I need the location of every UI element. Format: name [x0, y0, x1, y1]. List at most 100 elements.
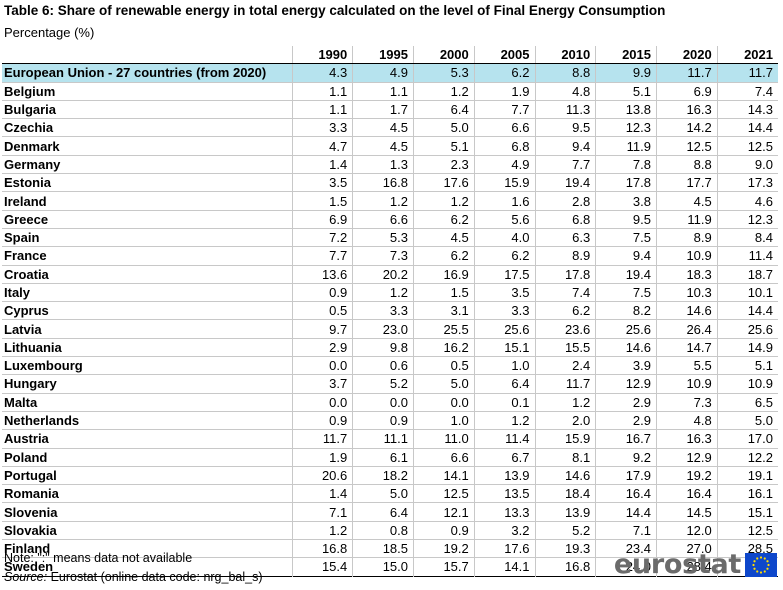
- table-cell: 12.9: [595, 374, 657, 394]
- row-label: Malta: [4, 394, 38, 410]
- table-row: Czechia 3.3 4.5 5.0 6.6 9.5 12.3 14.2 14.4: [2, 118, 778, 137]
- table-cell: 14.4: [595, 502, 657, 522]
- table-cell: 1.9: [473, 82, 535, 101]
- table-cell: 5.0: [413, 374, 475, 394]
- table-cell: 7.1: [595, 521, 657, 540]
- row-label: Italy: [4, 285, 31, 300]
- table-row: Luxembourg 0.0 0.6 0.5 1.0 2.4 3.9 5.5 5.1: [2, 356, 778, 375]
- table-row: Slovenia 7.1 6.4 12.1 13.3 13.9 14.4 14.5 15.1: [2, 502, 778, 522]
- table-cell: 9.7: [291, 319, 353, 339]
- table-cell: 9.5: [534, 118, 596, 137]
- row-label: Greece: [4, 211, 49, 227]
- table-cell: 0.0: [352, 393, 414, 412]
- table-cell: 4.9: [352, 63, 414, 83]
- table-row: Poland 1.9 6.1 6.6 6.7 8.1 9.2 12.9 12.2: [2, 448, 778, 467]
- column-header: 1990: [291, 46, 353, 65]
- table-cell: 25.6: [716, 319, 778, 339]
- table-cell: 10.9: [716, 374, 778, 394]
- table-cell: 1.2: [413, 191, 475, 211]
- row-label: France: [4, 248, 47, 264]
- column-header: 2000: [413, 46, 475, 65]
- table-cell: 7.4: [534, 283, 596, 302]
- table-cell: 24.0: [595, 557, 657, 577]
- table-cell: 7.4: [716, 82, 778, 101]
- table-cell: 6.4: [413, 100, 475, 119]
- table-cell: 15.5: [534, 338, 596, 357]
- table-cell: 17.9: [595, 466, 657, 485]
- table-cell: 8.4: [716, 228, 778, 247]
- row-label: Croatia: [4, 266, 49, 282]
- table-cell: 7.7: [473, 100, 535, 119]
- table-cell: 10.9: [656, 246, 718, 266]
- table-cell: 3.5: [291, 173, 353, 192]
- table-cell: 14.5: [656, 502, 718, 522]
- table-cell: 1.1: [291, 100, 353, 119]
- table-cell: 1.6: [473, 191, 535, 211]
- table-cell: 13.9: [534, 502, 596, 522]
- table-cell: 4.5: [413, 228, 475, 247]
- table-cell: 1.0: [473, 356, 535, 375]
- table-cell: 14.4: [716, 118, 778, 137]
- table-cell: 12.3: [595, 118, 657, 137]
- row-label: Sweden: [4, 559, 54, 575]
- table-row: Germany 1.4 1.3 2.3 4.9 7.7 7.8 8.8 9.0: [2, 155, 778, 174]
- table-cell: 0.9: [413, 521, 475, 540]
- table-cell: 17.0: [716, 429, 778, 449]
- table-cell: 3.3: [473, 301, 535, 320]
- table-cell: 8.8: [534, 63, 596, 83]
- table-cell: 11.7: [716, 63, 778, 83]
- table-cell: 19.3: [534, 539, 596, 558]
- table-cell: 8.8: [656, 155, 718, 174]
- row-label: Austria: [4, 431, 49, 447]
- flag-star: [759, 555, 763, 559]
- table-row: Portugal 20.6 18.2 14.1 13.9 14.6 17.9 19.2 19.1: [2, 466, 778, 485]
- table-cell: 1.2: [473, 411, 535, 430]
- table-cell: 1.1: [291, 82, 353, 101]
- table-cell: 14.3: [716, 100, 778, 119]
- flag-star: [759, 570, 763, 574]
- table-cell: 19.4: [534, 173, 596, 192]
- table-cell: 2.4: [534, 356, 596, 375]
- column-header: 2015: [595, 46, 657, 65]
- table-row: Austria 11.7 11.1 11.0 11.4 15.9 16.7 16.3 17.0: [2, 429, 778, 449]
- table-cell: 11.4: [473, 429, 535, 449]
- table-cell: 11.3: [534, 100, 596, 119]
- table-cell: 6.8: [534, 210, 596, 229]
- table-cell: 13.9: [473, 466, 535, 485]
- table-cell: 6.2: [413, 210, 475, 229]
- table-cell: 16.4: [595, 484, 657, 503]
- table-cell: 0.8: [352, 521, 414, 540]
- table-cell: 7.3: [352, 246, 414, 266]
- table-cell: 16.2: [413, 338, 475, 357]
- table-cell: 0.5: [291, 301, 353, 320]
- table-cell: 12.5: [716, 521, 778, 540]
- table-cell: 17.8: [534, 265, 596, 284]
- table-cell: 20.2: [352, 265, 414, 284]
- table-cell: 5.5: [656, 356, 718, 375]
- table-cell: 7.8: [595, 155, 657, 174]
- table-cell: 8.2: [595, 301, 657, 320]
- table-cell: 12.9: [656, 448, 718, 467]
- table-cell: 20.6: [291, 466, 353, 485]
- flag-star: [752, 563, 755, 566]
- table-cell: 6.2: [534, 301, 596, 320]
- table-cell: 18.3: [656, 265, 718, 284]
- table-cell: 4.8: [656, 411, 718, 430]
- table-cell: 14.2: [656, 118, 718, 137]
- table-cell: 15.9: [473, 173, 535, 192]
- table-cell: 7.3: [656, 393, 718, 412]
- table-cell: 18.7: [716, 265, 778, 284]
- table-row: France 7.7 7.3 6.2 6.2 8.9 9.4 10.9 11.4: [2, 246, 778, 266]
- flag-star: [766, 559, 769, 562]
- eu-flag-icon: [745, 552, 777, 577]
- table-cell: 7.2: [291, 228, 353, 247]
- table-cell: 1.2: [291, 521, 353, 540]
- table-body: European Union - 27 countries (from 2020…: [2, 63, 778, 577]
- table-cell: 12.3: [716, 210, 778, 229]
- table-cell: 6.7: [473, 448, 535, 467]
- table-row: Greece 6.9 6.6 6.2 5.6 6.8 9.5 11.9 12.3: [2, 210, 778, 229]
- table-cell: 14.4: [716, 301, 778, 320]
- row-label: Estonia: [4, 175, 51, 191]
- table-cell: 13.8: [595, 100, 657, 119]
- table-cell: 12.5: [716, 136, 778, 156]
